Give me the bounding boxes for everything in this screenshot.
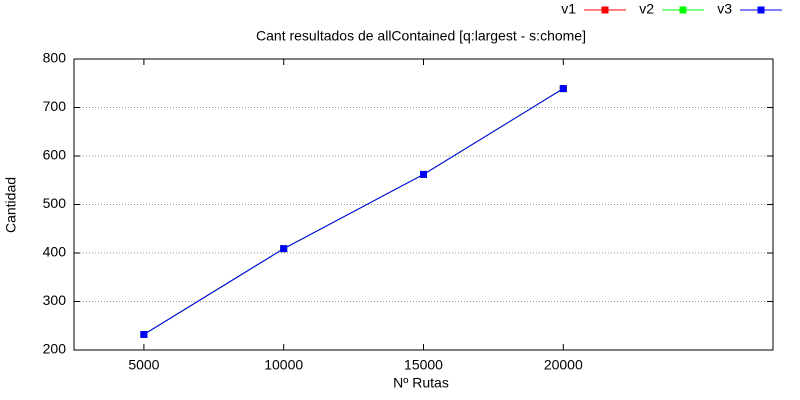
legend-marker xyxy=(757,6,765,14)
data-point xyxy=(559,85,567,93)
x-tick-label: 20000 xyxy=(544,357,583,373)
legend-label: v2 xyxy=(639,1,654,17)
y-tick-label: 700 xyxy=(43,98,67,114)
y-tick-label: 600 xyxy=(43,147,67,163)
data-point xyxy=(280,245,288,253)
y-tick-label: 300 xyxy=(43,292,67,308)
y-tick-label: 200 xyxy=(43,341,67,357)
y-tick-label: 800 xyxy=(43,50,67,66)
series-line xyxy=(143,88,564,335)
x-tick-label: 5000 xyxy=(128,357,159,373)
legend-label: v3 xyxy=(717,1,732,17)
y-axis-label: Cantidad xyxy=(3,177,19,233)
legend-marker xyxy=(601,6,609,14)
legend-label: v1 xyxy=(561,1,576,17)
x-tick-label: 10000 xyxy=(264,357,303,373)
y-tick-label: 400 xyxy=(43,244,67,260)
data-point xyxy=(140,330,148,338)
legend-marker xyxy=(679,6,687,14)
data-point xyxy=(420,170,427,178)
y-tick-label: 500 xyxy=(43,195,67,211)
x-axis-label: Nº Rutas xyxy=(393,375,449,391)
x-tick-label: 15000 xyxy=(404,357,443,373)
plot-frame xyxy=(73,58,774,351)
chart-title: Cant resultados de allContained [q:large… xyxy=(256,28,586,44)
